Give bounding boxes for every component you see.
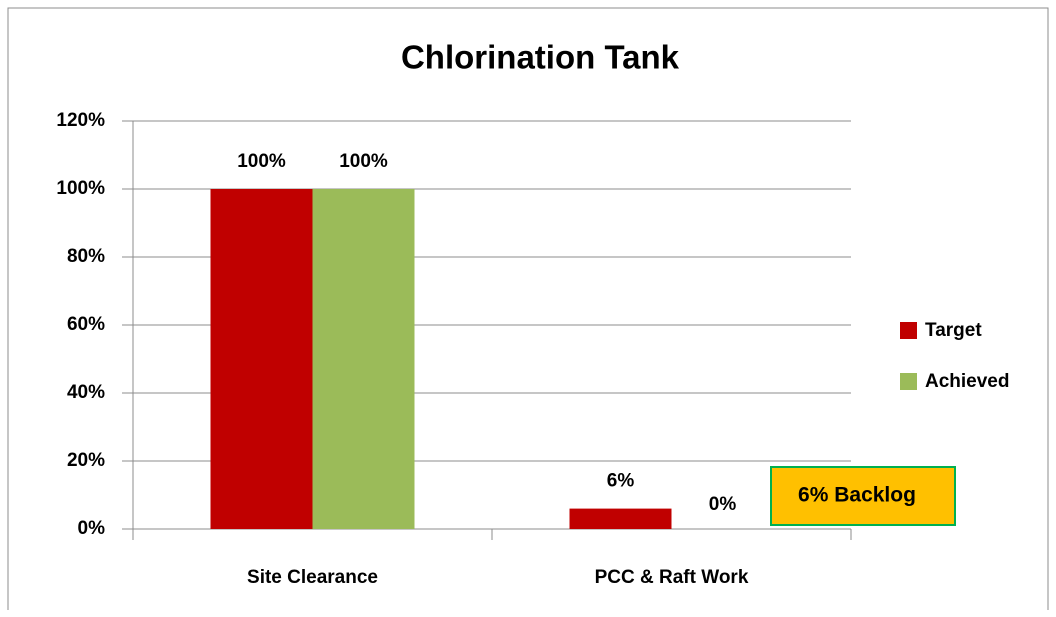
y-tick-label: 0%: [78, 518, 106, 539]
bar: [312, 189, 415, 529]
bar: [569, 508, 672, 529]
chart-frame: [7, 7, 1049, 610]
data-label: 100%: [237, 151, 286, 172]
chart-title: Chlorination Tank: [401, 39, 680, 76]
y-tick-label: 40%: [67, 382, 105, 403]
y-tick-label: 100%: [56, 178, 105, 199]
y-tick-label: 20%: [67, 450, 105, 471]
y-tick-label: 80%: [67, 246, 105, 267]
annotation-box: [770, 466, 956, 526]
data-label: 0%: [709, 494, 737, 515]
data-label: 6%: [607, 471, 635, 492]
legend-swatch: [900, 373, 917, 390]
data-label: 100%: [339, 151, 388, 172]
legend-swatch: [900, 322, 917, 339]
legend-label: Achieved: [925, 371, 1009, 392]
bar: [210, 189, 313, 529]
x-tick-label: Site Clearance: [247, 567, 378, 588]
y-tick-label: 120%: [56, 110, 105, 131]
legend-label: Target: [925, 320, 982, 341]
y-tick-label: 60%: [67, 314, 105, 335]
annotation-text: 6% Backlog: [798, 484, 916, 507]
x-tick-label: PCC & Raft Work: [595, 567, 749, 588]
